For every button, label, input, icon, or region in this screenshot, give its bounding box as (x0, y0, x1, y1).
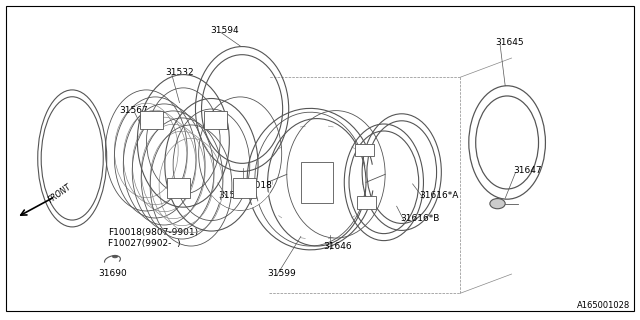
Text: 31690: 31690 (98, 268, 127, 278)
Text: 31645: 31645 (495, 38, 524, 47)
Text: 31536: 31536 (218, 190, 246, 200)
Text: FRONT: FRONT (47, 182, 73, 204)
FancyBboxPatch shape (232, 179, 255, 197)
Ellipse shape (490, 198, 505, 209)
FancyBboxPatch shape (357, 196, 376, 209)
FancyBboxPatch shape (355, 144, 374, 156)
Text: F10018: F10018 (238, 181, 272, 190)
FancyBboxPatch shape (140, 111, 163, 129)
Text: 31594: 31594 (210, 26, 239, 35)
Ellipse shape (113, 255, 118, 258)
FancyBboxPatch shape (301, 162, 333, 203)
Text: 31616*A: 31616*A (419, 191, 458, 200)
Text: 31567: 31567 (119, 106, 148, 115)
Text: 31616*B: 31616*B (400, 214, 439, 223)
Text: 31532: 31532 (166, 68, 194, 77)
Text: 31646: 31646 (323, 242, 352, 251)
FancyBboxPatch shape (167, 179, 190, 197)
Text: 31599: 31599 (268, 268, 296, 278)
FancyBboxPatch shape (204, 111, 227, 129)
Text: F10018(9807-9901)
F10027(9902-  ): F10018(9807-9901) F10027(9902- ) (108, 228, 198, 248)
Text: 31647: 31647 (513, 166, 541, 175)
Text: A165001028: A165001028 (577, 301, 630, 310)
